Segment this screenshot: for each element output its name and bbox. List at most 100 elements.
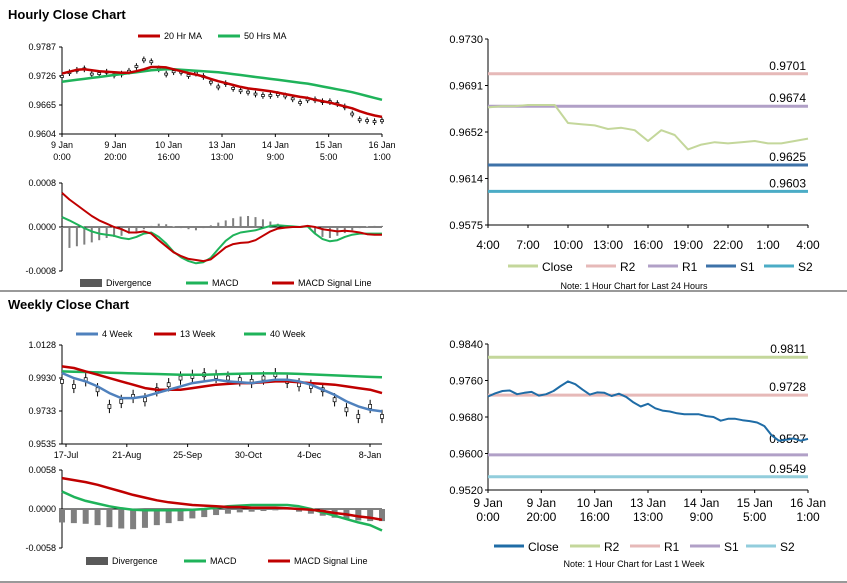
weekly-macd-divergence-bar xyxy=(94,509,101,526)
hourly-macd-divergence-bar xyxy=(239,216,242,227)
hourly-price-xtick-label: 10 Jan xyxy=(155,140,182,150)
hourly-price-candle-body xyxy=(350,112,355,116)
weekly-macd-divergence-bar xyxy=(307,509,314,514)
hourly-macd-divergence-bar xyxy=(187,227,190,230)
weekly-price-xtick-label: 8-Jan xyxy=(359,450,382,460)
hourly-price-candle-body xyxy=(164,72,169,76)
hourly-macd-divergence-bar xyxy=(217,222,220,227)
weekly-levels-xtick-label: 20:00 xyxy=(526,510,556,524)
hourly-levels-xtick-label: 7:00 xyxy=(516,238,540,252)
hourly-levels-ytick-label: 0.9614 xyxy=(449,174,483,186)
weekly-levels-xtick-label: 13:00 xyxy=(633,510,663,524)
weekly-legend-13wk-label: 13 Week xyxy=(180,329,216,339)
hourly-macd-divergence-bar xyxy=(127,227,130,234)
weekly-macd-divergence-bar xyxy=(153,509,160,526)
weekly-price-xtick-label: 17-Jul xyxy=(54,450,79,460)
weekly-price-xtick-label: 21-Aug xyxy=(112,450,141,460)
hourly-levels-note: Note: 1 Hour Chart for Last 24 Hours xyxy=(560,281,708,291)
weekly-levels-xtick-label: 9 Jan xyxy=(473,496,502,510)
hourly-macd-divergence-bar xyxy=(68,227,71,248)
weekly-macd-divergence-bar xyxy=(130,509,137,530)
hourly-price-xtick-label: 9 Jan xyxy=(51,140,73,150)
weekly-price-candle-body xyxy=(72,384,76,389)
weekly-macd-ytick-label: 0.0058 xyxy=(28,465,56,475)
hourly-price-xtick-label: 20:00 xyxy=(104,152,127,162)
hourly-legend-divergence-swatch xyxy=(80,279,102,287)
weekly-price-xtick-label: 25-Sep xyxy=(173,450,202,460)
weekly-macd-divergence-bar xyxy=(177,509,184,522)
hourly-levels-level-label: 0.9603 xyxy=(769,176,806,190)
hourly-price-candle-body xyxy=(290,97,295,101)
hourly-levels-xtick-label: 22:00 xyxy=(713,238,743,252)
weekly-legend-macd-label: MACD xyxy=(210,556,237,566)
hourly-price-candle-body xyxy=(253,92,258,96)
hourly-price-ytick-label: 0.9604 xyxy=(28,129,56,139)
weekly-levels-ytick-label: 0.9600 xyxy=(449,449,483,461)
weekly-macd-divergence-bar xyxy=(367,509,374,522)
hourly-levels-level-label: 0.9625 xyxy=(769,150,806,164)
weekly-price-candle-body xyxy=(143,397,147,403)
weekly-levels-xtick-label: 9 Jan xyxy=(527,496,556,510)
weekly-price-candle-body xyxy=(261,375,266,381)
hourly-price-candle-body xyxy=(357,118,362,122)
hourly-price-xtick-label: 14 Jan xyxy=(262,140,289,150)
hourly-macd-divergence-bar xyxy=(83,227,86,245)
hourly-macd-divergence-bar xyxy=(157,223,160,227)
hourly-levels-close-line xyxy=(487,104,809,151)
hourly-macd-divergence-bar xyxy=(366,226,369,227)
hourly-macd-divergence-bar xyxy=(314,227,317,234)
weekly-levels-legend-label: R1 xyxy=(664,540,680,554)
hourly-macd-divergence-bar xyxy=(261,219,264,227)
weekly-price-ytick-label: 0.9535 xyxy=(28,439,56,449)
hourly-price-xtick-label: 9:00 xyxy=(267,152,285,162)
hourly-levels-legend-label: S1 xyxy=(740,260,755,274)
hourly-levels-level-label: 0.9701 xyxy=(769,59,806,73)
weekly-section-title: Weekly Close Chart xyxy=(8,297,130,312)
hourly-price-candle-body xyxy=(89,72,94,76)
weekly-price-candle-body xyxy=(380,414,384,419)
hourly-price-xtick-label: 13 Jan xyxy=(208,140,235,150)
weekly-levels-xtick-label: 5:00 xyxy=(743,510,767,524)
hourly-levels-xtick-label: 16:00 xyxy=(633,238,663,252)
weekly-levels-close-line xyxy=(487,380,809,442)
weekly-levels-ytick-label: 0.9840 xyxy=(449,339,483,351)
weekly-macd-signal-line xyxy=(61,476,383,522)
hourly-legend-macd-label: MACD xyxy=(212,278,239,288)
hourly-macd-divergence-bar xyxy=(61,227,63,249)
hourly-price-candle-body xyxy=(231,87,236,90)
hourly-price-ytick-label: 0.9787 xyxy=(28,42,56,52)
weekly-levels-xtick-label: 16:00 xyxy=(580,510,610,524)
weekly-macd-divergence-bar xyxy=(106,509,113,528)
weekly-price-candle-body xyxy=(178,375,183,381)
weekly-levels-xtick-label: 16 Jan xyxy=(790,496,826,510)
weekly-levels-legend-label: Close xyxy=(528,540,559,554)
weekly-levels-xtick-label: 13 Jan xyxy=(630,496,666,510)
hourly-price-ytick-label: 0.9726 xyxy=(28,71,56,81)
hourly-price-20hr-line xyxy=(61,65,383,119)
hourly-levels-xtick-label: 1:00 xyxy=(756,238,780,252)
weekly-price-xtick-label: 4-Dec xyxy=(297,450,322,460)
hourly-macd-divergence-bar xyxy=(351,227,354,231)
weekly-macd-divergence-bar xyxy=(213,509,220,516)
weekly-levels-xtick-label: 9:00 xyxy=(690,510,714,524)
weekly-price-candle-body xyxy=(166,382,171,388)
hourly-price-candle-body xyxy=(149,60,154,64)
weekly-legend-4wk-label: 4 Week xyxy=(102,329,133,339)
hourly-macd-line xyxy=(61,216,382,265)
weekly-macd-divergence-bar xyxy=(70,509,77,524)
weekly-price-candle-body xyxy=(107,404,112,409)
hourly-macd-divergence-bar xyxy=(232,218,235,227)
hourly-price-candle-body xyxy=(380,119,384,123)
hourly-macd-divergence-bar xyxy=(142,227,145,230)
weekly-legend-40wk-label: 40 Week xyxy=(270,329,306,339)
weekly-legend-signal-label: MACD Signal Line xyxy=(294,556,368,566)
weekly-macd-divergence-bar xyxy=(189,509,196,519)
hourly-levels-legend-label: R2 xyxy=(620,260,636,274)
weekly-macd-divergence-bar xyxy=(355,509,362,521)
weekly-price-candle-body xyxy=(344,407,349,413)
hourly-macd-divergence-bar xyxy=(373,225,376,227)
hourly-macd-divergence-bar xyxy=(180,227,183,229)
weekly-macd-divergence-bar xyxy=(82,509,89,524)
hourly-macd-divergence-bar xyxy=(75,227,78,247)
